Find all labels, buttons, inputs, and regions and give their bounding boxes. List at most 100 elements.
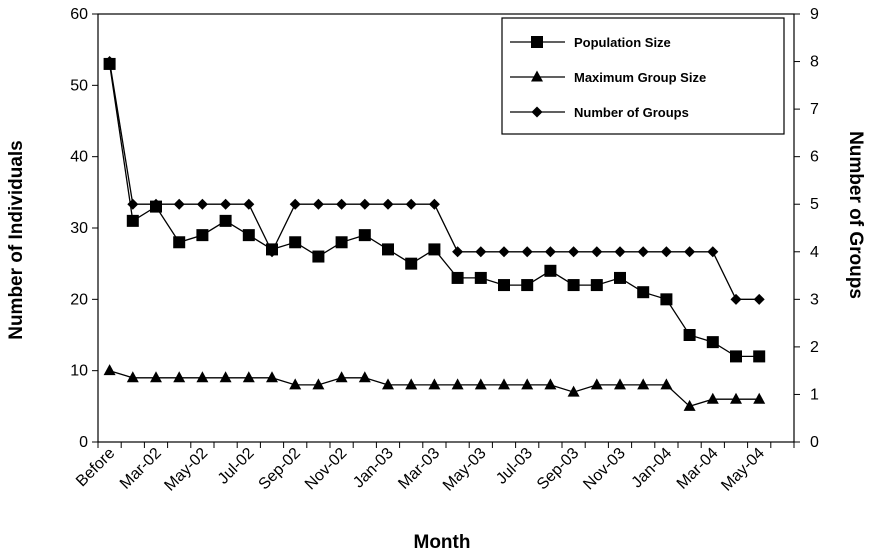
number-of-groups-point — [173, 198, 185, 210]
number-of-groups-point — [243, 198, 255, 210]
max-group-size-point — [706, 392, 719, 404]
population-size-point — [219, 214, 232, 227]
number-of-groups-point — [312, 198, 324, 210]
population-size-point — [312, 250, 325, 263]
max-group-size-point — [242, 371, 255, 383]
legend-box — [501, 17, 785, 135]
population-size-point — [126, 214, 139, 227]
x-tick-label: Mar-02 — [117, 445, 165, 493]
population-size-point — [335, 236, 348, 249]
x-tick-label: Jan-03 — [350, 445, 397, 492]
population-size-point — [730, 350, 742, 363]
max-group-size-point — [660, 378, 673, 390]
y-left-tick-label: 60 — [70, 6, 88, 23]
max-group-size-point — [428, 378, 441, 390]
number-of-groups-point — [220, 198, 232, 210]
x-tick-label: Jan-04 — [629, 445, 676, 492]
population-size-point — [614, 271, 626, 284]
population-size-point — [706, 336, 719, 349]
max-group-size-point — [498, 378, 510, 390]
y-right-tick-label: 3 — [810, 291, 819, 308]
y-axis-left-title: Number of Individuals — [6, 140, 27, 340]
number-of-groups-point — [521, 246, 533, 258]
number-of-groups-point — [150, 198, 162, 210]
max-group-size-point — [382, 378, 394, 390]
max-group-size-point — [126, 371, 139, 383]
max-group-size-point — [173, 371, 186, 383]
number-of-groups-point — [359, 198, 371, 210]
number-of-groups-point — [196, 198, 208, 210]
number-of-groups-point — [568, 246, 580, 258]
y-right-tick-label: 0 — [810, 434, 819, 451]
number-of-groups-point — [336, 198, 348, 210]
max-group-size-point — [335, 371, 348, 383]
x-axis-title: Month — [414, 532, 471, 553]
y-left-tick-label: 20 — [70, 291, 88, 308]
x-tick-label: Mar-03 — [395, 445, 443, 493]
y-right-tick-label: 1 — [810, 386, 819, 403]
x-tick-label: Mar-04 — [674, 445, 722, 493]
max-group-size-point — [730, 392, 742, 404]
max-group-size-point — [358, 371, 371, 383]
y-right-tick-label: 8 — [810, 54, 819, 71]
legend-label: Population Size — [574, 35, 671, 50]
number-of-groups-point — [684, 246, 696, 258]
legend-marker — [531, 36, 543, 48]
legend-marker — [531, 70, 543, 82]
population-size-point — [590, 279, 603, 292]
population-size-point — [173, 236, 186, 249]
max-group-size-point — [753, 392, 766, 404]
series-layer — [103, 56, 766, 411]
number-of-groups-point — [544, 246, 556, 258]
max-group-size-point — [103, 364, 116, 376]
y-axis-right-title: Number of Groups — [845, 131, 866, 299]
max-group-size-point — [590, 378, 603, 390]
legend-marker — [531, 106, 543, 118]
x-tick-label: Nov-02 — [302, 445, 351, 494]
population-size-point — [428, 243, 441, 256]
population-size-point — [474, 271, 487, 284]
number-of-groups-point — [127, 198, 139, 210]
max-group-size-point — [312, 378, 325, 390]
max-group-size-point — [196, 371, 209, 383]
population-size-point — [544, 264, 557, 277]
x-tick-label: May-04 — [718, 445, 768, 495]
max-group-size-point — [405, 378, 418, 390]
y-right-tick-label: 7 — [810, 101, 819, 118]
y-right-tick-label: 9 — [810, 6, 819, 23]
y-right-tick-label: 6 — [810, 149, 819, 166]
number-of-groups-point — [614, 246, 626, 258]
max-group-size-point — [474, 378, 487, 390]
max-group-size-point — [521, 378, 534, 390]
population-size-point — [660, 293, 673, 306]
population-size-point — [451, 271, 464, 284]
series-2 — [104, 56, 765, 305]
x-tick-label: May-02 — [161, 445, 211, 495]
number-of-groups-point — [707, 246, 719, 258]
population-size-point — [521, 279, 534, 292]
legend-label: Maximum Group Size — [574, 70, 706, 85]
number-of-groups-point — [289, 198, 301, 210]
x-tick-label: Sep-03 — [534, 445, 583, 494]
max-group-size-point — [567, 385, 580, 397]
number-of-groups-point — [637, 246, 649, 258]
population-size-point — [637, 286, 650, 299]
max-group-size-point — [150, 371, 162, 383]
max-group-size-point — [219, 371, 232, 383]
max-group-size-point — [266, 371, 278, 383]
max-group-size-point — [544, 378, 557, 390]
y-left-tick-label: 40 — [70, 149, 88, 166]
number-of-groups-point — [660, 246, 672, 258]
y-left-tick-label: 0 — [79, 434, 88, 451]
legend: Population Size Maximum Group Size Number … — [501, 17, 785, 135]
y-right-tick-label: 4 — [810, 244, 819, 261]
series-1 — [103, 364, 766, 411]
y-left-tick-label: 50 — [70, 77, 88, 94]
x-tick-label: May-03 — [440, 445, 490, 495]
legend-label: Number of Groups — [574, 105, 689, 120]
x-tick-label: Jul-02 — [215, 445, 258, 488]
population-size-point — [753, 350, 766, 363]
population-size-point — [358, 229, 371, 242]
x-tick-label: Sep-02 — [256, 445, 305, 494]
